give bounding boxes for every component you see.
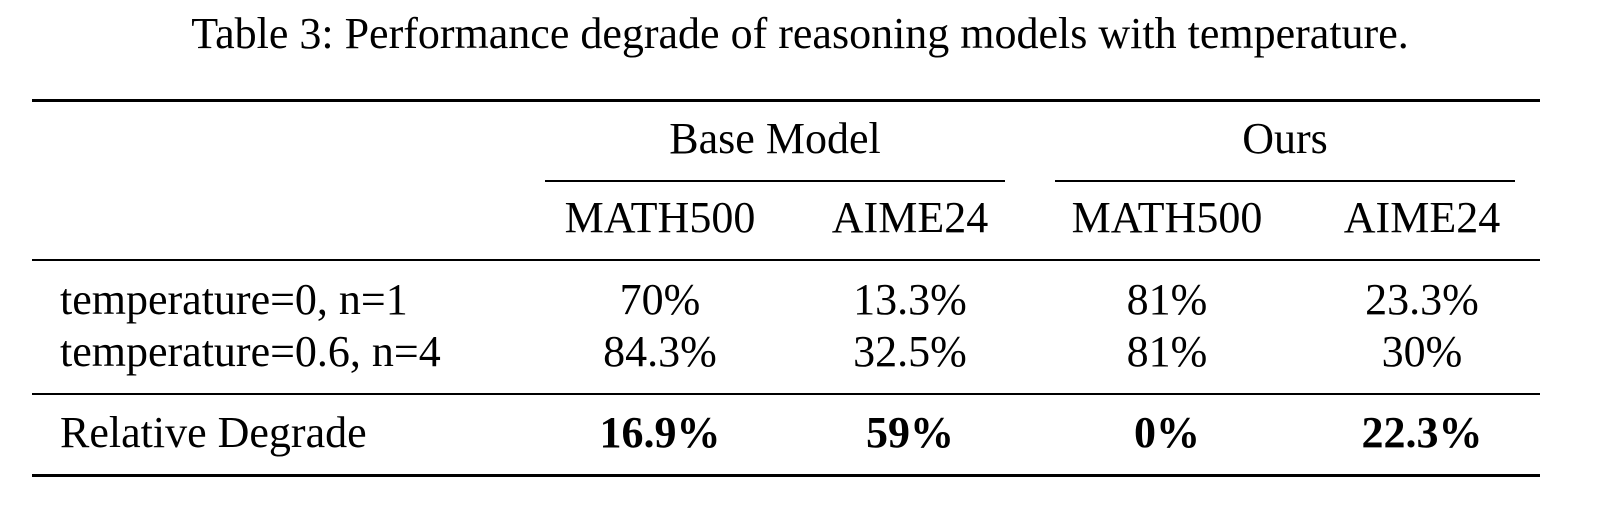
- group-header-ours: Ours: [1242, 114, 1328, 163]
- table-cell: 32.5%: [853, 327, 967, 376]
- bottom-rule: [32, 474, 1540, 477]
- row-label: temperature=0.6, n=4: [60, 327, 441, 376]
- summary-cell: 22.3%: [1361, 408, 1483, 457]
- table-cell: 30%: [1381, 327, 1463, 376]
- table-cell: 23.3%: [1365, 275, 1479, 324]
- table-cell: 84.3%: [603, 327, 717, 376]
- summary-top-rule: [32, 393, 1540, 395]
- summary-cell: 0%: [1134, 408, 1200, 457]
- group-underline-base-model: [545, 180, 1005, 182]
- group-header-base-model: Base Model: [669, 114, 881, 163]
- top-rule: [32, 99, 1540, 102]
- summary-label: Relative Degrade: [60, 408, 367, 457]
- table-cell: 81%: [1126, 327, 1208, 376]
- table-cell: 81%: [1126, 275, 1208, 324]
- column-header-math500-ours: MATH500: [1071, 193, 1263, 242]
- table-cell: 13.3%: [853, 275, 967, 324]
- table-cell: 70%: [619, 275, 701, 324]
- row-label: temperature=0, n=1: [60, 275, 408, 324]
- table-caption: Table 3: Performance degrade of reasonin…: [191, 9, 1409, 58]
- column-header-aime24-ours: AIME24: [1343, 193, 1501, 242]
- column-header-math500-base: MATH500: [564, 193, 756, 242]
- summary-cell: 16.9%: [599, 408, 721, 457]
- group-underline-ours: [1055, 180, 1515, 182]
- column-header-aime24-base: AIME24: [831, 193, 989, 242]
- summary-cell: 59%: [866, 408, 954, 457]
- header-bottom-rule: [32, 259, 1540, 261]
